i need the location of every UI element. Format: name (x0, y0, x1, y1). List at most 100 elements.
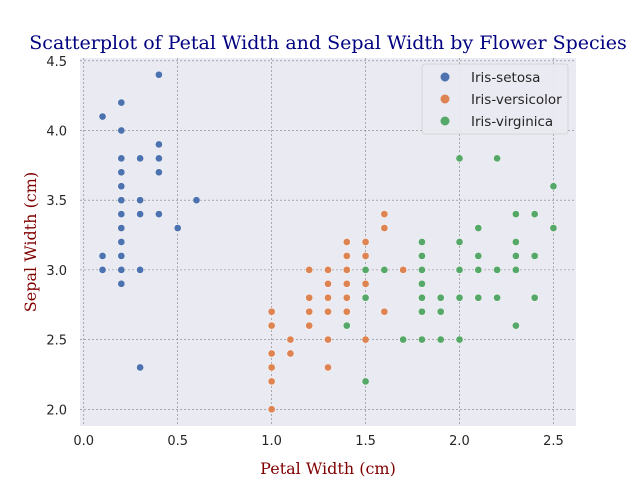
data-points (98, 70, 558, 414)
y-tick-label: 2.5 (46, 334, 67, 349)
data-point (324, 363, 332, 372)
legend-label: Iris-versicolor (471, 92, 562, 108)
y-tick-label: 3.5 (46, 194, 67, 209)
data-point (155, 140, 163, 149)
series-iris-setosa (98, 70, 201, 372)
data-point (155, 70, 163, 79)
data-point (530, 293, 539, 302)
x-tick-label: 1.0 (261, 434, 282, 449)
data-point (136, 154, 144, 163)
data-point (117, 238, 126, 246)
axis-ticks: 0.0 0.5 1.0 1.5 2.0 2.5 2.0 2.5 3.0 3.5 4.0 4.5 (46, 55, 563, 449)
data-point (117, 154, 126, 163)
data-point (324, 293, 332, 302)
data-point (136, 196, 144, 205)
data-point (512, 252, 520, 260)
x-tick-label: 2.5 (543, 434, 564, 449)
legend: Iris-setosa Iris-versicolor Iris-virginica (421, 63, 569, 135)
data-point (324, 266, 332, 274)
data-point (305, 293, 314, 302)
data-point (136, 363, 144, 372)
data-point (418, 335, 426, 344)
data-point (117, 182, 126, 191)
data-point (493, 154, 501, 163)
chart-title: Scatterplot of Petal Width and Sepal Wid… (29, 32, 626, 54)
data-point (98, 266, 107, 274)
data-point (418, 307, 426, 316)
data-point (117, 252, 126, 260)
data-point (267, 307, 276, 316)
data-point (418, 279, 426, 288)
data-point (361, 252, 370, 260)
series-iris-versicolor (267, 210, 408, 414)
data-point (136, 210, 144, 218)
data-point (474, 266, 483, 274)
data-point (286, 335, 295, 344)
data-point (117, 168, 126, 177)
data-point (436, 307, 445, 316)
x-tick-label: 0.5 (167, 434, 188, 449)
data-point (361, 238, 370, 246)
legend-label: Iris-virginica (471, 114, 553, 130)
data-point (474, 293, 483, 302)
data-point (455, 238, 464, 246)
data-point (418, 252, 426, 260)
data-point (361, 293, 370, 302)
data-point (117, 196, 126, 205)
data-point (455, 293, 464, 302)
data-point (399, 335, 408, 344)
data-point (436, 335, 445, 344)
data-point (117, 224, 126, 232)
data-point (380, 266, 389, 274)
data-point (418, 293, 426, 302)
data-point (361, 377, 370, 386)
data-point (117, 279, 126, 288)
y-tick-label: 2.0 (46, 403, 67, 418)
data-point (155, 210, 163, 218)
data-point (267, 321, 276, 330)
data-point (324, 307, 332, 316)
data-point (455, 154, 464, 163)
data-point (380, 224, 389, 232)
data-point (455, 266, 464, 274)
data-point (267, 377, 276, 386)
series-iris-virginica (342, 154, 558, 386)
data-point (286, 349, 295, 358)
data-point (267, 405, 276, 414)
data-point (342, 321, 351, 330)
data-point (549, 182, 558, 191)
data-point (117, 210, 126, 218)
legend-box (421, 63, 569, 135)
x-tick-label: 2.0 (449, 434, 470, 449)
data-point (342, 238, 351, 246)
data-point (342, 266, 351, 274)
data-point (474, 252, 483, 260)
y-tick-label: 3.0 (46, 264, 67, 279)
data-point (530, 210, 539, 218)
data-point (436, 293, 445, 302)
y-tick-label: 4.5 (46, 55, 67, 70)
legend-marker (440, 94, 450, 104)
y-tick-label: 4.0 (46, 124, 67, 139)
legend-marker (440, 116, 450, 126)
data-point (117, 98, 126, 107)
data-point (512, 210, 520, 218)
data-point (117, 126, 126, 135)
x-tick-label: 1.5 (355, 434, 376, 449)
data-point (136, 266, 144, 274)
data-point (98, 252, 107, 260)
legend-marker (440, 72, 450, 82)
data-point (399, 266, 408, 274)
data-point (305, 307, 314, 316)
data-point (380, 210, 389, 218)
data-point (493, 293, 501, 302)
x-tick-label: 0.0 (73, 434, 94, 449)
data-point (512, 238, 520, 246)
data-point (192, 196, 201, 205)
data-point (267, 349, 276, 358)
data-point (549, 224, 558, 232)
data-point (342, 307, 351, 316)
data-point (512, 321, 520, 330)
data-point (530, 252, 539, 260)
